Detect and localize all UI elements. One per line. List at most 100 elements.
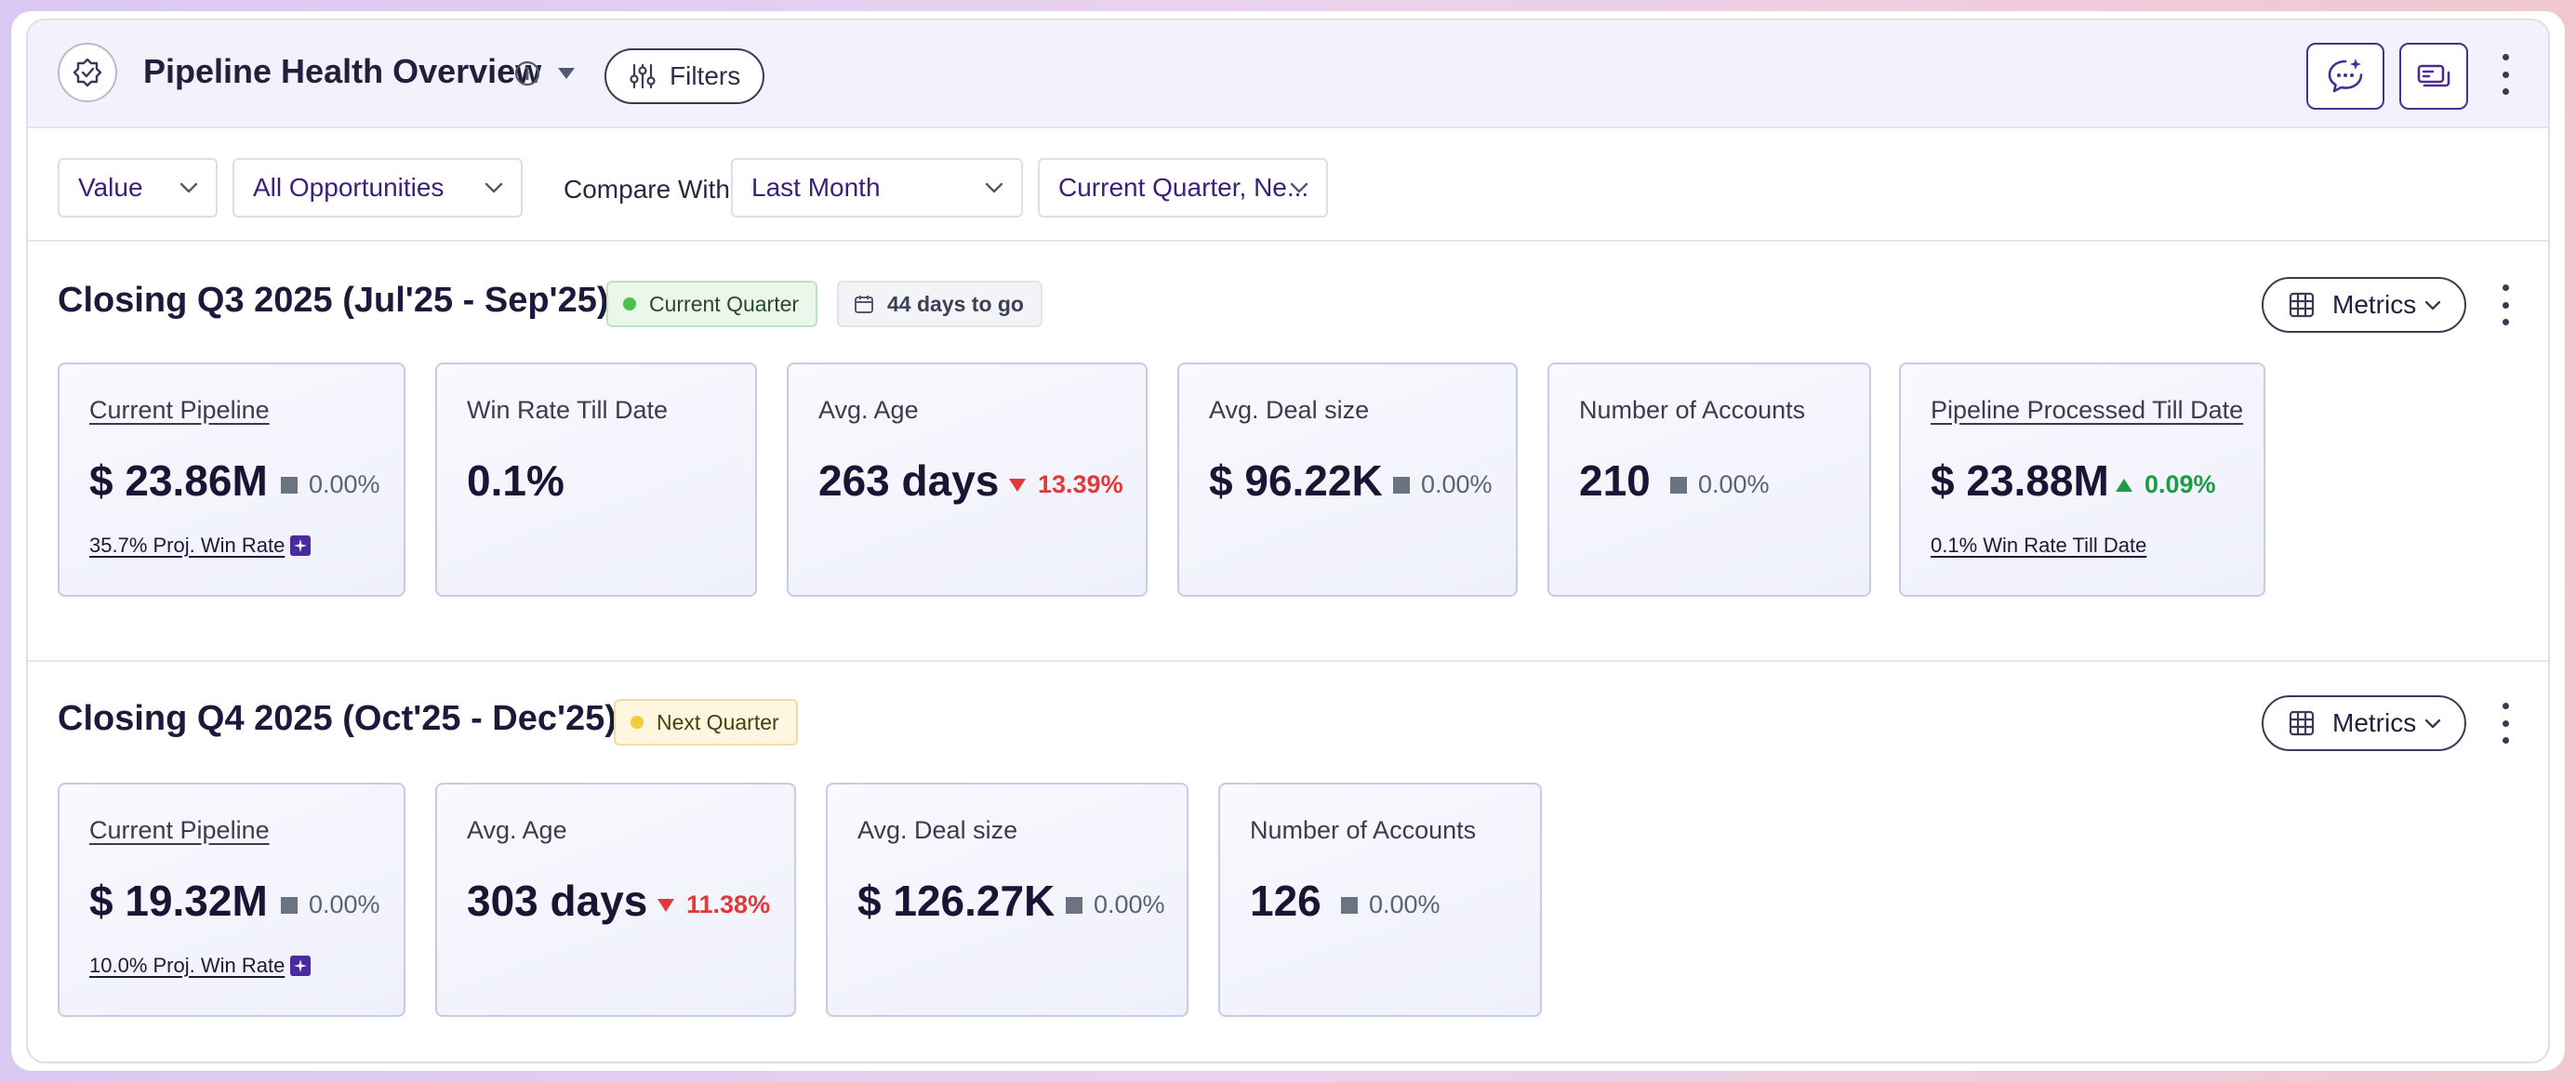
proj-win-rate-link[interactable]: 35.7% Proj. Win Rate xyxy=(89,534,312,558)
metric-card-avg-deal-size[interactable]: Avg. Deal size $ 126.27K 0.00% xyxy=(826,783,1188,1017)
more-options-icon[interactable] xyxy=(2499,54,2512,95)
metric-card-avg-deal-size[interactable]: Avg. Deal size $ 96.22K 0.00% xyxy=(1177,363,1518,597)
info-icon[interactable] xyxy=(513,59,541,87)
cards-icon xyxy=(2417,64,2450,87)
triangle-down-icon xyxy=(657,898,674,912)
ai-chat-icon xyxy=(2328,59,2363,93)
metric-value: $ 96.22K xyxy=(1209,456,1383,505)
section-title: Closing Q3 2025 (Jul'25 - Sep'25) xyxy=(58,281,609,320)
status-dot-icon xyxy=(631,716,644,729)
metric-card-avg-age[interactable]: Avg. Age 303 days 11.38% xyxy=(435,783,796,1017)
metric-value: $ 23.88M xyxy=(1931,456,2109,505)
metric-delta: 13.39% xyxy=(1008,470,1123,499)
filters-label: Filters xyxy=(670,61,741,90)
metric-card-current-pipeline[interactable]: Current Pipeline $ 23.86M 0.00% 35.7% Pr… xyxy=(58,363,405,597)
metric-label[interactable]: Current Pipeline xyxy=(89,396,270,424)
cards-view-button[interactable] xyxy=(2399,43,2468,110)
metric-delta: 0.00% xyxy=(1066,891,1165,919)
app-frame: Pipeline Health Overview Filters Value A… xyxy=(11,11,2565,1071)
metric-delta-value: 0.00% xyxy=(1698,470,1770,498)
caret-down-icon[interactable] xyxy=(556,65,577,82)
metric-label: Number of Accounts xyxy=(1250,816,1477,844)
metric-card-accounts[interactable]: Number of Accounts 126 0.00% xyxy=(1218,783,1542,1017)
compare-select-label: Last Month xyxy=(751,173,881,202)
compare-select[interactable]: Last Month xyxy=(731,158,1023,218)
metric-card-current-pipeline[interactable]: Current Pipeline $ 19.32M 0.00% 10.0% Pr… xyxy=(58,783,405,1017)
metrics-button[interactable]: Metrics xyxy=(2262,695,2466,751)
table-icon xyxy=(2289,710,2315,736)
metric-delta: 0.00% xyxy=(281,470,380,499)
chevron-down-icon xyxy=(2424,719,2441,729)
filter-bar: Value All Opportunities Compare With: La… xyxy=(28,128,2548,242)
opportunities-select[interactable]: All Opportunities xyxy=(232,158,523,218)
foot-label: 10.0% Proj. Win Rate xyxy=(89,954,285,977)
metric-label[interactable]: Pipeline Processed Till Date xyxy=(1931,396,2244,424)
ai-chat-button[interactable] xyxy=(2306,43,2384,110)
metric-label: Win Rate Till Date xyxy=(467,396,669,424)
days-badge: 44 days to go xyxy=(837,281,1042,327)
metric-value: 126 xyxy=(1250,877,1321,925)
metrics-label: Metrics xyxy=(2332,708,2417,737)
metric-delta: 0.00% xyxy=(1341,891,1441,919)
metric-delta: 0.09% xyxy=(2115,470,2216,499)
compare-with-label: Compare With: xyxy=(564,175,737,204)
opportunities-select-label: All Opportunities xyxy=(253,173,445,202)
section-divider xyxy=(28,660,2548,662)
status-badge: Next Quarter xyxy=(614,699,798,746)
more-options-icon[interactable] xyxy=(2499,284,2512,325)
metric-value: 0.1% xyxy=(467,456,564,505)
metric-card-avg-age[interactable]: Avg. Age 263 days 13.39% xyxy=(787,363,1148,597)
badge-check-icon xyxy=(58,43,117,102)
days-badge-label: 44 days to go xyxy=(887,291,1024,316)
section-title: Closing Q4 2025 (Oct'25 - Dec'25) xyxy=(58,699,617,738)
metric-delta-value: 0.00% xyxy=(1094,891,1165,918)
metric-value: 210 xyxy=(1579,456,1651,505)
metric-delta-value: 0.09% xyxy=(2144,470,2216,498)
metric-delta-value: 0.00% xyxy=(309,470,380,498)
chevron-down-icon xyxy=(179,182,198,193)
metric-value: $ 19.32M xyxy=(89,877,268,925)
metric-delta: 0.00% xyxy=(1670,470,1770,499)
proj-win-rate-link[interactable]: 10.0% Proj. Win Rate xyxy=(89,954,312,978)
metric-delta-value: 0.00% xyxy=(309,891,380,918)
metric-label: Avg. Age xyxy=(467,816,567,844)
foot-label: 0.1% Win Rate Till Date xyxy=(1931,534,2147,557)
page-title: Pipeline Health Overview xyxy=(143,52,542,90)
neutral-square-icon xyxy=(1670,476,1687,494)
triangle-down-icon xyxy=(1009,478,1026,492)
value-select[interactable]: Value xyxy=(58,158,218,218)
status-badge-label: Next Quarter xyxy=(657,709,779,734)
status-badge: Current Quarter xyxy=(606,281,818,327)
metrics-button[interactable]: Metrics xyxy=(2262,277,2466,333)
metric-delta: 0.00% xyxy=(1393,470,1493,499)
table-icon xyxy=(2289,292,2315,318)
neutral-square-icon xyxy=(281,476,298,494)
metric-value: 263 days xyxy=(818,456,1000,505)
triangle-up-icon xyxy=(2116,478,2132,492)
section-q4: Closing Q4 2025 (Oct'25 - Dec'25) Next Q… xyxy=(28,662,2548,1062)
ai-sparkle-icon xyxy=(290,956,312,976)
ai-sparkle-icon xyxy=(290,535,312,556)
metric-delta: 11.38% xyxy=(657,891,770,919)
section-q3: Closing Q3 2025 (Jul'25 - Sep'25) Curren… xyxy=(28,242,2548,660)
chevron-down-icon xyxy=(1290,182,1308,193)
metric-delta-value: 11.38% xyxy=(686,891,771,918)
metric-card-pipeline-processed[interactable]: Pipeline Processed Till Date $ 23.88M 0.… xyxy=(1899,363,2265,597)
metric-label[interactable]: Current Pipeline xyxy=(89,816,270,844)
metric-label: Number of Accounts xyxy=(1579,396,1806,424)
metric-value: $ 23.86M xyxy=(89,456,268,505)
value-select-label: Value xyxy=(78,173,143,202)
header: Pipeline Health Overview Filters xyxy=(28,20,2548,128)
metric-card-accounts[interactable]: Number of Accounts 210 0.00% xyxy=(1547,363,1871,597)
period-select[interactable]: Current Quarter, Ne... xyxy=(1038,158,1328,218)
metric-card-win-rate[interactable]: Win Rate Till Date 0.1% xyxy=(435,363,757,597)
metrics-label: Metrics xyxy=(2332,290,2417,319)
metric-value: $ 126.27K xyxy=(857,877,1056,925)
win-rate-till-date-link[interactable]: 0.1% Win Rate Till Date xyxy=(1931,534,2146,558)
filters-button[interactable]: Filters xyxy=(604,48,764,104)
more-options-icon[interactable] xyxy=(2499,703,2512,744)
metric-delta-value: 0.00% xyxy=(1421,470,1493,498)
metric-delta-value: 0.00% xyxy=(1369,891,1441,918)
metric-label: Avg. Deal size xyxy=(857,816,1018,844)
sliders-icon xyxy=(630,63,656,89)
